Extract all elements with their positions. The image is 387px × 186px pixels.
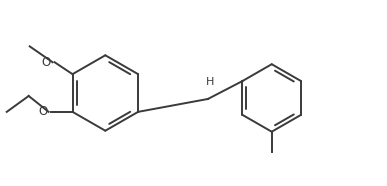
Text: H: H (206, 77, 214, 87)
Text: O: O (41, 56, 51, 69)
Text: O: O (38, 105, 48, 118)
